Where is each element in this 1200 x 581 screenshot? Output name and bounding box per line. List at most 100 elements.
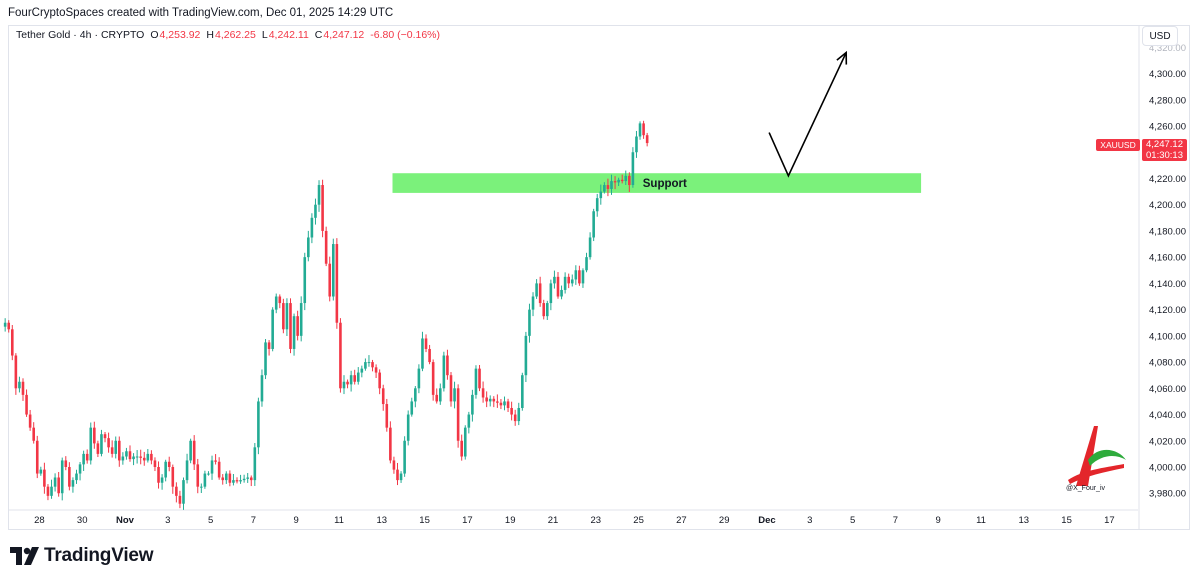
- candle[interactable]: [367, 362, 371, 364]
- candle[interactable]: [635, 136, 638, 153]
- candle[interactable]: [331, 244, 335, 297]
- candle[interactable]: [296, 316, 299, 336]
- candle[interactable]: [335, 244, 339, 323]
- candle[interactable]: [585, 257, 588, 271]
- candle[interactable]: [153, 460, 157, 467]
- candle[interactable]: [253, 447, 257, 481]
- candle[interactable]: [392, 460, 396, 470]
- candle[interactable]: [435, 394, 439, 402]
- candle[interactable]: [545, 303, 549, 317]
- candle[interactable]: [581, 270, 585, 284]
- legend-interval[interactable]: 4h: [79, 29, 92, 41]
- candle[interactable]: [160, 477, 164, 483]
- candle[interactable]: [214, 460, 217, 462]
- candle[interactable]: [264, 342, 267, 376]
- candle[interactable]: [107, 438, 110, 448]
- candle[interactable]: [96, 443, 100, 454]
- candle[interactable]: [182, 480, 185, 504]
- candle[interactable]: [513, 414, 517, 422]
- candle[interactable]: [346, 381, 349, 385]
- candle[interactable]: [610, 181, 613, 189]
- candle[interactable]: [446, 355, 449, 376]
- candle[interactable]: [121, 456, 125, 461]
- candle[interactable]: [246, 477, 249, 479]
- candle[interactable]: [285, 303, 289, 330]
- candle[interactable]: [46, 486, 50, 496]
- candle[interactable]: [421, 338, 424, 369]
- candle[interactable]: [7, 322, 11, 330]
- candle[interactable]: [239, 480, 242, 482]
- candle[interactable]: [189, 440, 192, 461]
- candle[interactable]: [164, 461, 167, 478]
- candle[interactable]: [289, 303, 292, 349]
- candle[interactable]: [274, 296, 278, 310]
- candle[interactable]: [117, 440, 121, 461]
- candle[interactable]: [249, 477, 253, 481]
- support-zone[interactable]: [392, 173, 922, 193]
- candle[interactable]: [32, 427, 35, 441]
- candle[interactable]: [403, 440, 406, 474]
- candle[interactable]: [488, 398, 492, 402]
- candle[interactable]: [613, 181, 617, 183]
- candle[interactable]: [528, 309, 531, 336]
- candle[interactable]: [617, 179, 620, 183]
- candle[interactable]: [506, 401, 510, 408]
- candle[interactable]: [535, 283, 538, 297]
- candle[interactable]: [478, 368, 481, 389]
- candle[interactable]: [232, 480, 235, 483]
- candle[interactable]: [139, 456, 142, 458]
- candle[interactable]: [192, 440, 196, 465]
- candle[interactable]: [328, 263, 332, 297]
- candle[interactable]: [449, 375, 453, 402]
- candle[interactable]: [53, 477, 57, 487]
- candle[interactable]: [503, 401, 506, 406]
- candle[interactable]: [599, 191, 603, 199]
- candle[interactable]: [28, 414, 32, 428]
- candle[interactable]: [75, 473, 78, 481]
- candle[interactable]: [389, 427, 392, 461]
- candle[interactable]: [567, 276, 570, 284]
- candle[interactable]: [35, 440, 39, 474]
- candle[interactable]: [606, 185, 610, 189]
- candle[interactable]: [645, 135, 649, 144]
- candle[interactable]: [570, 279, 574, 284]
- candle[interactable]: [353, 375, 356, 382]
- candle[interactable]: [349, 375, 353, 385]
- candle[interactable]: [100, 434, 103, 454]
- candle[interactable]: [60, 460, 64, 494]
- candle[interactable]: [221, 477, 225, 481]
- candle[interactable]: [378, 372, 381, 389]
- candle[interactable]: [178, 495, 182, 504]
- candle[interactable]: [110, 447, 114, 454]
- candle[interactable]: [321, 185, 324, 231]
- candle[interactable]: [485, 397, 488, 402]
- candle[interactable]: [531, 296, 535, 310]
- candle[interactable]: [603, 185, 606, 192]
- candle[interactable]: [292, 316, 296, 349]
- candle[interactable]: [125, 451, 128, 457]
- candle[interactable]: [257, 401, 260, 448]
- candle[interactable]: [242, 478, 246, 481]
- candle[interactable]: [385, 404, 389, 428]
- candle[interactable]: [271, 309, 274, 349]
- candle[interactable]: [396, 469, 399, 481]
- candle[interactable]: [499, 402, 503, 406]
- candle[interactable]: [167, 461, 171, 467]
- candle[interactable]: [260, 375, 264, 402]
- candle[interactable]: [146, 453, 150, 461]
- candle[interactable]: [299, 303, 303, 336]
- candle[interactable]: [217, 461, 221, 478]
- candle[interactable]: [542, 303, 546, 317]
- candle[interactable]: [171, 467, 175, 487]
- candle[interactable]: [200, 486, 203, 488]
- candle[interactable]: [574, 270, 578, 280]
- candle[interactable]: [39, 469, 43, 474]
- candle[interactable]: [463, 427, 467, 457]
- candle[interactable]: [371, 362, 374, 368]
- candle[interactable]: [135, 456, 139, 458]
- tradingview-logo[interactable]: TradingView: [10, 545, 154, 567]
- candle[interactable]: [235, 480, 239, 482]
- candle[interactable]: [43, 469, 46, 487]
- candle[interactable]: [317, 185, 321, 205]
